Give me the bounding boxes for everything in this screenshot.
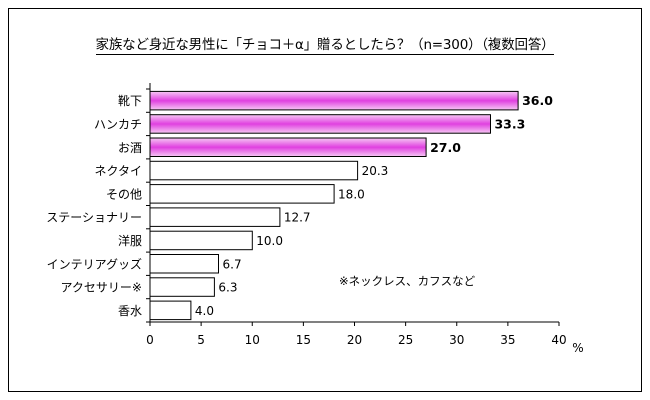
x-tick-label-7: 35: [500, 333, 515, 347]
x-tick-label-6: 30: [449, 333, 464, 347]
category-label-5: ステーショナリー: [46, 211, 142, 225]
bar-8: [149, 277, 215, 297]
x-tick-label-0: 0: [146, 333, 154, 347]
bar-0: [149, 90, 519, 111]
value-label-8: 6.3: [218, 281, 237, 295]
x-tick-label-8: 40: [551, 333, 566, 347]
value-label-2: 27.0: [430, 140, 461, 155]
value-label-7: 6.7: [223, 257, 242, 271]
value-label-9: 4.0: [195, 304, 214, 318]
annotation-note: ※ネックレス、カフスなど: [339, 274, 476, 288]
bar-9: [149, 300, 192, 321]
category-label-1: ハンカチ: [94, 117, 142, 131]
value-label-0: 36.0: [522, 93, 553, 108]
value-label-1: 33.3: [494, 116, 525, 131]
x-tick-label-3: 15: [296, 333, 311, 347]
bar-6: [149, 230, 253, 251]
x-tick-label-5: 25: [398, 333, 413, 347]
bar-5: [149, 207, 281, 227]
value-label-3: 20.3: [362, 164, 389, 178]
bar-7: [149, 254, 219, 274]
bar-2: [149, 137, 427, 157]
category-label-7: インテリアグッズ: [47, 256, 142, 271]
category-label-0: 靴下: [118, 94, 142, 108]
x-tick-label-4: 20: [347, 333, 362, 347]
bar-1: [149, 114, 491, 134]
category-label-8: アクセサリー※: [61, 281, 142, 295]
category-label-2: お酒: [118, 141, 142, 155]
value-label-6: 10.0: [256, 234, 283, 248]
value-label-4: 18.0: [338, 187, 365, 201]
bar-4: [149, 184, 335, 204]
x-tick-label-2: 10: [245, 333, 260, 347]
x-tick-label-1: 5: [197, 333, 205, 347]
chart-title: 家族など身近な男性に「チョコ＋α」贈るとしたら？（n=300）（複数回答）: [95, 37, 555, 55]
value-label-5: 12.7: [284, 211, 311, 225]
category-label-9: 香水: [118, 304, 142, 318]
category-label-4: その他: [106, 187, 142, 201]
category-label-6: 洋服: [118, 233, 142, 248]
x-unit-label: %: [572, 341, 583, 355]
bar-3: [149, 160, 359, 181]
category-label-3: ネクタイ: [94, 164, 142, 178]
plot-area: 靴下 36.0 ハンカチ 33.3 お酒 27.0 ネクタイ 20.3 その他 18.0 ステーショ…: [46, 83, 584, 355]
